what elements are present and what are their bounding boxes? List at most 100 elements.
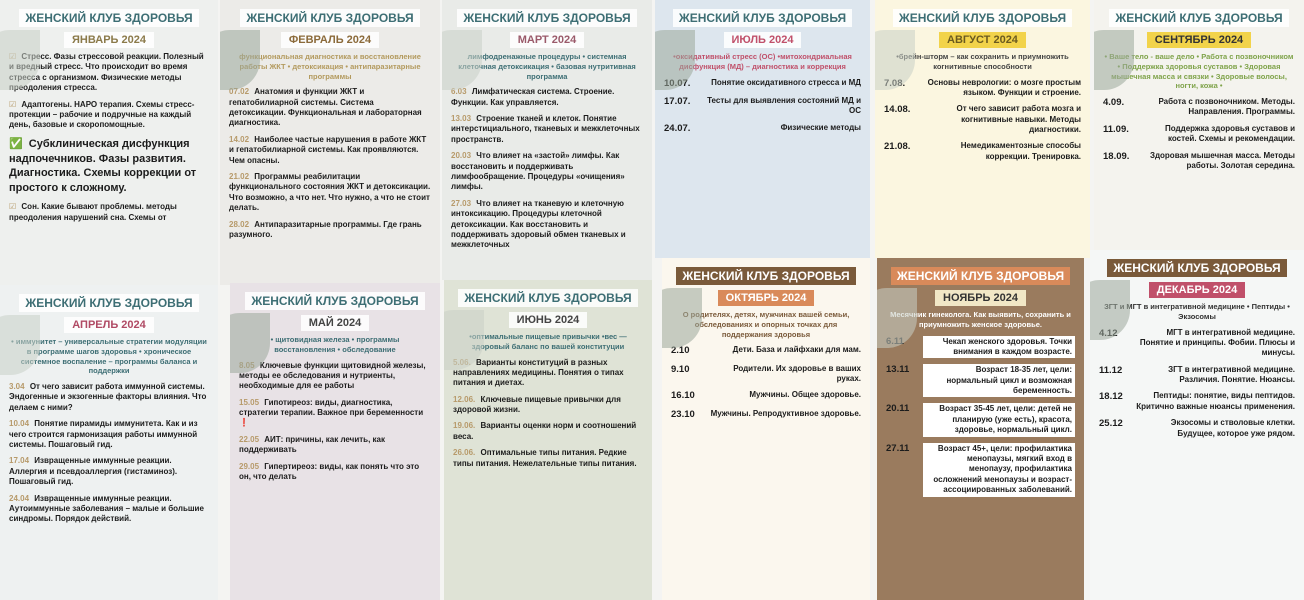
session-item: 18.12 Пептиды: понятие, виды пептидов. К…	[1099, 391, 1295, 412]
session-item: 11.09. Поддержка здоровья суставов и кос…	[1103, 124, 1295, 145]
session-item: 27.11 Возраст 45+, цели: профилактика ме…	[886, 442, 1075, 497]
topic-subtitle: Месячник гинеколога. Как выявить, сохран…	[890, 310, 1071, 329]
session-topic: Пептиды: понятие, виды пептидов. Критичн…	[1136, 391, 1295, 411]
month-label: ФЕВРАЛЬ 2024	[280, 32, 380, 48]
session-topic: Варианты конституций в разных направлени…	[453, 357, 624, 388]
month-label: АВГУСТ 2024	[939, 32, 1026, 48]
session-item: 07.02 Анатомия и функции ЖКТ и гепатобил…	[229, 87, 431, 129]
session-topic: АИТ: причины, как лечить, как поддержива…	[239, 434, 385, 455]
session-topic: Мужчины. Репродуктивное здоровье.	[710, 408, 861, 418]
session-date: 07.02	[229, 87, 250, 97]
club-title: ЖЕНСКИЙ КЛУБ ЗДОРОВЬЯ	[892, 9, 1073, 27]
session-item: 22.05 АИТ: причины, как лечить, как подд…	[239, 435, 431, 456]
session-date: 26.06.	[453, 448, 476, 458]
topic-subtitle: •брейн-шторм – как сохранить и приумножи…	[896, 52, 1069, 71]
session-topic: Строение тканей и клеток. Понятие интерс…	[451, 114, 640, 144]
session-item: 14.02 Наиболее частые нарушения в работе…	[229, 135, 431, 166]
session-item: 8.05 Ключевые функции щитовидной железы,…	[239, 361, 431, 392]
session-topic: Программы реабилитации функционального с…	[229, 171, 431, 213]
session-date: 3.04	[9, 382, 25, 391]
session-item: 21.08. Немедикаментозные способы коррекц…	[884, 141, 1081, 162]
session-topic: Дети. База и лайфхаки для мам.	[732, 345, 861, 355]
club-title: ЖЕНСКИЙ КЛУБ ЗДОРОВЬЯ	[1109, 9, 1289, 27]
session-topic: Варианты оценки норм и соотношений веса.	[453, 421, 637, 441]
session-date: 21.02	[229, 171, 250, 181]
session-date: 4.09.	[1103, 97, 1125, 108]
session-topic: ЗГТ в интегративной медицине. Различия. …	[1168, 364, 1295, 385]
session-date: 16.10	[671, 390, 695, 402]
session-item: 26.06. Оптимальные типы питания. Редкие …	[453, 448, 643, 469]
session-date: 17.07.	[664, 95, 691, 107]
session-item: 24.04 Извращенные иммунные реакции. Ауто…	[9, 494, 209, 525]
session-topic: Извращенные иммунные реакции. Аллергия и…	[9, 456, 178, 487]
topic-subtitle: •оптимальные пищевые привычки •вес — здо…	[469, 332, 627, 351]
session-date: 14.02	[229, 134, 250, 144]
session-topic: Адаптогены. НАРО терапия. Схемы стресс-п…	[9, 99, 195, 130]
session-item: 15.05 Гипотиреоз: виды, диагностика, стр…	[239, 398, 431, 429]
session-item: 21.02 Программы реабилитации функциональ…	[229, 172, 431, 214]
month-label: ИЮЛЬ 2024	[723, 32, 802, 48]
session-item: 17.07. Тесты для выявления состояний МД …	[664, 96, 861, 117]
session-topic: Возраст 45+, цели: профилактика менопауз…	[923, 442, 1075, 497]
session-item: ✅ Субклиническая дисфункция надпочечнико…	[9, 137, 209, 196]
session-topic: Возраст 35-45 лет, цели: детей не планир…	[923, 403, 1075, 437]
session-date: 24.07.	[664, 122, 691, 134]
session-date: 20.03	[451, 151, 472, 161]
session-date: 18.09.	[1103, 150, 1130, 162]
session-item: 19.06. Варианты оценки норм и соотношени…	[453, 421, 643, 442]
session-topic: Что влияет на «застой» лимфы. Как восста…	[451, 151, 625, 192]
session-topic: Ключевые функции щитовидной железы, мето…	[239, 360, 426, 391]
session-date: 11.09.	[1103, 123, 1129, 135]
month-poster-card: ЖЕНСКИЙ КЛУБ ЗДОРОВЬЯ АВГУСТ 2024 •брейн-…	[875, 0, 1090, 258]
club-title: ЖЕНСКИЙ КЛУБ ЗДОРОВЬЯ	[240, 9, 420, 27]
session-item: ☑ Сон. Какие бывают проблемы. методы пре…	[9, 202, 209, 223]
session-topic: Анатомия и функции ЖКТ и гепатобилиарной…	[229, 87, 422, 128]
club-title: ЖЕНСКИЙ КЛУБ ЗДОРОВЬЯ	[19, 9, 199, 27]
session-item: 10.07. Понятие оксидативного стресса и М…	[664, 78, 861, 90]
session-date: 14.08.	[884, 104, 911, 116]
session-topic: Экзосомы и стволовые клетки. Будущее, ко…	[1170, 418, 1295, 438]
session-item: 20.11 Возраст 35-45 лет, цели: детей не …	[886, 403, 1075, 437]
month-label: СЕНТЯБРЬ 2024	[1146, 32, 1252, 48]
month-poster-card: ЖЕНСКИЙ КЛУБ ЗДОРОВЬЯ СЕНТЯБРЬ 2024 • Ваш…	[1094, 0, 1304, 250]
session-date: 22.05	[239, 434, 260, 444]
session-item: 2.10 Дети. База и лайфхаки для мам.	[671, 345, 861, 357]
session-topic: Извращенные иммунные реакции. Аутоиммунн…	[9, 493, 204, 524]
session-date: 18.12	[1099, 391, 1123, 403]
session-item: 23.10 Мужчины. Репродуктивное здоровье.	[671, 409, 861, 421]
session-date: 17.04	[9, 456, 30, 466]
month-poster-card: ЖЕНСКИЙ КЛУБ ЗДОРОВЬЯ ИЮНЬ 2024 •оптималь…	[444, 280, 652, 600]
session-date: ☑	[9, 202, 17, 212]
month-label: ИЮНЬ 2024	[508, 312, 588, 328]
session-topic: Лимфатическая система. Строение. Функции…	[451, 87, 615, 107]
session-topic: Понятие оксидативного стресса и МД	[711, 77, 861, 87]
session-date: 29.05	[239, 461, 260, 471]
session-date: 28.02	[229, 219, 250, 229]
club-title: ЖЕНСКИЙ КЛУБ ЗДОРОВЬЯ	[245, 292, 425, 310]
session-item: 12.06. Ключевые пищевые привычки для здо…	[453, 395, 643, 416]
session-topic: Родители. Их здоровье в ваших руках.	[733, 363, 861, 383]
session-item: 5.06. Варианты конституций в разных напр…	[453, 358, 643, 389]
session-topic: Чекап женского здоровья. Точки внимания …	[923, 335, 1075, 359]
session-topic: Антипаразитарные программы. Где грань ра…	[229, 219, 422, 239]
session-item: 10.04 Понятие пирамиды иммунитета. Как и…	[9, 419, 209, 450]
session-item: 28.02 Антипаразитарные программы. Где гр…	[229, 220, 431, 241]
session-item: 13.11 Возраст 18-35 лет, цели: нормальны…	[886, 364, 1075, 398]
month-poster-card: ЖЕНСКИЙ КЛУБ ЗДОРОВЬЯ АПРЕЛЬ 2024 • иммун…	[0, 285, 218, 600]
session-topic: Гипертиреоз: виды, как понять что это он…	[239, 461, 420, 482]
session-topic: Возраст 18-35 лет, цели: нормальный цикл…	[923, 364, 1075, 398]
session-topic: Стресс. Фазы стрессовой реакции. Полезны…	[9, 52, 204, 93]
club-title: ЖЕНСКИЙ КЛУБ ЗДОРОВЬЯ	[458, 289, 638, 307]
session-date: 27.11	[886, 442, 910, 454]
session-item: 18.09. Здоровая мышечная масса. Методы р…	[1103, 151, 1295, 172]
session-item: 24.07. Физические методы	[664, 123, 861, 135]
session-topic: Ключевые пищевые привычки для здоровой ж…	[453, 394, 621, 415]
session-item: 29.05 Гипертиреоз: виды, как понять что …	[239, 462, 431, 483]
session-item: ☑ Адаптогены. НАРО терапия. Схемы стресс…	[9, 100, 209, 131]
session-item: 4.12 МГТ в интегративной медицине. Понят…	[1099, 328, 1295, 359]
topic-subtitle: функциональная диагностика и восстановле…	[239, 52, 421, 81]
session-item: 25.12 Экзосомы и стволовые клетки. Будущ…	[1099, 418, 1295, 439]
session-topic: МГТ в интегративной медицине. Понятие и …	[1139, 327, 1295, 358]
club-title: ЖЕНСКИЙ КЛУБ ЗДОРОВЬЯ	[890, 267, 1071, 285]
